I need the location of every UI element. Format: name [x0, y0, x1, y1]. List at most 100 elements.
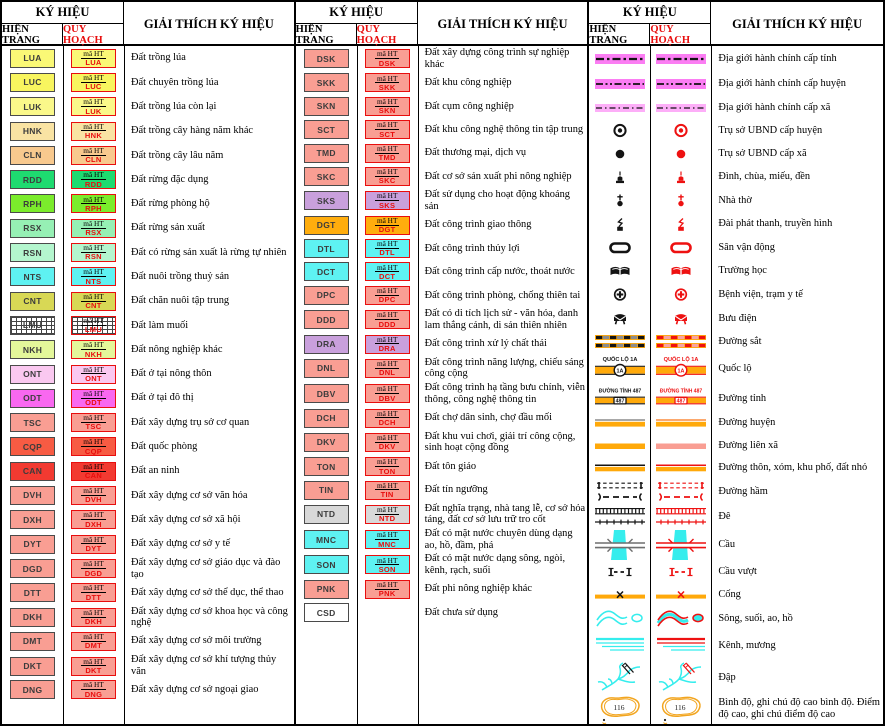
planning-swatch: mã HT TMD: [364, 143, 410, 163]
legend-description: Cầu vượt: [718, 566, 757, 578]
planning-code-prefix: mã HT: [81, 583, 106, 594]
planning-code-prefix: mã HT: [81, 73, 106, 83]
planning-code: SKK: [378, 82, 396, 92]
planning-swatch: mã HT RPH: [71, 194, 116, 214]
legend-description: Đất công trình giao thông: [424, 219, 532, 231]
legend-row: Đập: [589, 660, 883, 691]
legend-row: NTS mã HT NTS Đất nuôi trồng thuỷ sản: [2, 265, 294, 289]
legend-row: TMD mã HT TMD Đất thương mại, dịch vụ: [296, 141, 588, 164]
legend-description: Đất khu công nghiệp: [424, 77, 512, 89]
current-status-swatch: RSN: [10, 243, 55, 263]
legend-row: DNL mã HT DNL Đất công trình năng lượng, ch…: [296, 356, 588, 381]
current-status-swatch: NTD: [303, 504, 349, 524]
planning-swatch: mã HT DTT: [71, 583, 116, 603]
legend-row: SON mã HT SON Đất có mặt nước dạng sông, ng…: [296, 552, 588, 577]
planning-code: DBV: [378, 393, 396, 403]
current-status-swatch: DMT: [10, 631, 55, 651]
planning-code-prefix: mã HT: [374, 334, 400, 345]
svg-text:116: 116: [674, 703, 685, 712]
stadium-symbol-current: [589, 236, 650, 259]
planning-code: TSC: [85, 422, 102, 432]
school-symbol-current: [589, 259, 650, 283]
group1-header: KÝ HIỆU HIỆN TRẠNG QUY HOẠCH GIẢI THÍCH …: [2, 2, 294, 46]
ubnd-district-icon: [674, 123, 688, 138]
planning-swatch: mã HT DRA: [364, 334, 410, 354]
planning-code-prefix: mã HT: [81, 534, 106, 545]
railway-icon: [594, 335, 645, 348]
current-status-swatch: DCH: [303, 408, 349, 428]
planning-code-prefix: mã HT: [374, 408, 400, 419]
planning-code-prefix: mã HT: [374, 358, 400, 369]
current-status-swatch: DPC: [303, 285, 349, 305]
planning-code-prefix: mã HT: [81, 243, 106, 253]
commune-road-symbol-planning: [650, 434, 711, 457]
current-status-swatch: SKS: [303, 191, 349, 211]
contour-icon: 116: [661, 696, 701, 724]
legend-description: Đất thương mại, dịch vụ: [424, 147, 527, 159]
legend-row: Nhà thờ: [589, 189, 883, 212]
legend-row: ĐƯỜNG TỈNH 487 487 ĐƯỜNG TỈNH 487 487 Đường …: [589, 385, 883, 412]
legend-row: DGD mã HT DGD Đất xây dựng cơ sở giáo dục v…: [2, 556, 294, 580]
legend-description: Sân vận động: [718, 241, 775, 253]
planning-code-prefix: mã HT: [81, 388, 106, 399]
railway-icon: [655, 335, 706, 348]
legend-description: Đất quốc phòng: [131, 441, 198, 453]
legend-description: Đất xây dựng cơ sở thể dục, thể thao: [131, 586, 284, 598]
legend-description: Đất xây dựng công trình sự nghiệp khác: [424, 47, 570, 70]
adm-province-icon: [594, 53, 645, 64]
planning-swatch: mã HT ONT: [71, 364, 116, 384]
planning-code: PNK: [378, 589, 396, 599]
current-status-swatch: CSD: [303, 603, 349, 623]
group3-rows: Địa giới hành chính cấp tỉnh Địa giới hàn…: [589, 46, 883, 724]
legend-description: Đất chuyên trồng lúa: [131, 76, 219, 88]
planning-code: DNG: [84, 689, 103, 699]
planning-code: DPC: [378, 295, 396, 305]
planning-code-prefix: mã HT: [374, 167, 400, 177]
planning-code: DGD: [84, 568, 103, 578]
legend-description: Đất có rừng sản xuất là rừng tự nhiên: [131, 246, 287, 258]
village-road-symbol-planning: [650, 457, 711, 479]
adm-commune-icon: [655, 104, 706, 112]
temple-symbol-planning: [650, 165, 711, 189]
planning-code-prefix: mã HT: [374, 505, 400, 515]
highway-symbol-current: QUỐC LỘ 1A 1A: [589, 353, 650, 385]
legend-row: Sông, suối, ao, hồ: [589, 605, 883, 632]
legend-row: Đường huyện: [589, 412, 883, 434]
legend-description: Đất trồng lúa còn lại: [131, 100, 217, 112]
temple-icon: [676, 171, 685, 183]
planning-swatch: mã HT DKV: [364, 432, 410, 452]
ubnd-commune-symbol-planning: [650, 142, 711, 165]
planning-swatch: mã HT DGT: [364, 215, 410, 235]
planning-code-prefix: mã HT: [374, 457, 400, 468]
legend-row: DGT mã HT DGT Đất công trình giao thông: [296, 214, 588, 237]
current-status-swatch: TIN: [303, 480, 349, 500]
legend-row: DCH mã HT DCH Đất chợ dân sinh, chợ đầu mối: [296, 406, 588, 429]
planning-code: NKH: [84, 349, 103, 359]
planning-code-prefix: mã HT: [374, 191, 400, 202]
legend-description: Bệnh viện, trạm y tế: [718, 288, 803, 300]
hospital-symbol-planning: [650, 283, 711, 306]
planning-code-prefix: mã HT: [81, 486, 106, 496]
legend-description: Cầu: [718, 539, 736, 551]
legend-description: Đất cơ sở sản xuất phi nông nghiệp: [424, 170, 572, 182]
legend-row: DTL mã HT DTL Đất công trình thủy lợi: [296, 237, 588, 260]
legend-description: Đất rừng đặc dụng: [131, 173, 209, 185]
legend-row: Địa giới hành chính cấp xã: [589, 97, 883, 119]
bridge-icon: [594, 530, 645, 560]
bridge-symbol-current: [589, 530, 650, 560]
legend-row: QUỐC LỘ 1A 1A QUỐC LỘ 1A 1A Quốc lộ: [589, 353, 883, 385]
legend-description: Đường hầm: [718, 485, 768, 497]
planning-swatch: mã HT DBV: [364, 384, 410, 404]
planning-swatch: mã HT SCT: [364, 120, 410, 140]
planning-swatch: mã HT TIN: [364, 480, 410, 500]
legend-description: Đất nghĩa trạng, nhà tang lễ, cơ sở hỏa …: [424, 502, 586, 526]
legend-row: Trường học: [589, 259, 883, 283]
planning-swatch: mã HT DCH: [364, 408, 410, 428]
planning-swatch: mã HT RSX: [71, 218, 116, 238]
overpass-icon: [669, 567, 693, 577]
post-symbol-planning: [650, 306, 711, 331]
legend-description: Đất làm muối: [131, 319, 189, 331]
planning-code-prefix: mã HT: [374, 530, 400, 541]
svg-text:487: 487: [616, 398, 625, 404]
hospital-symbol-current: [589, 283, 650, 306]
